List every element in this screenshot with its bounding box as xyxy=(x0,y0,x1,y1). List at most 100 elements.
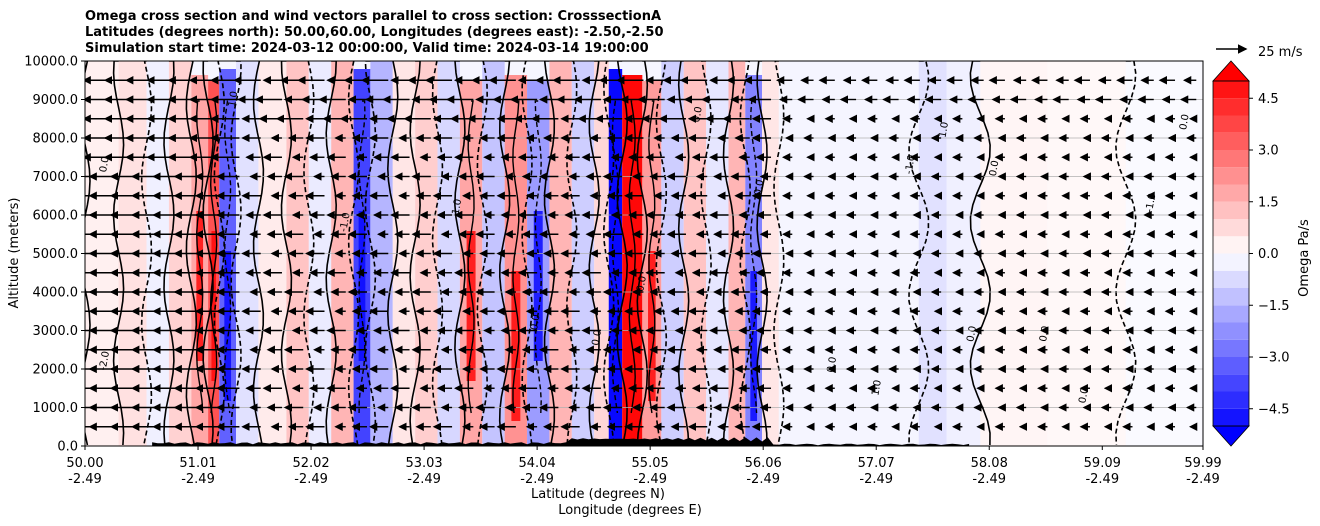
contour-line xyxy=(602,61,615,446)
x-tick-label-lat: 51.01 xyxy=(179,456,216,471)
x-tick-label-lat: 54.04 xyxy=(519,456,556,471)
omega-band-core xyxy=(358,211,366,361)
contour-line xyxy=(112,61,125,446)
colorbar-tick-label: 1.5 xyxy=(1258,195,1279,210)
x-tick-label-lon: -2.49 xyxy=(859,472,893,487)
terrain xyxy=(152,437,970,446)
contour-line xyxy=(476,61,489,446)
x-tick-label-lon: -2.49 xyxy=(1186,472,1220,487)
colorbar-segment xyxy=(1213,339,1249,357)
colorbar-segment xyxy=(1213,408,1249,426)
colorbar-segment xyxy=(1213,150,1249,168)
contour-line xyxy=(543,61,556,446)
contour-label: 0.0 xyxy=(591,329,605,347)
y-tick-label: 0.0 xyxy=(57,440,78,455)
x-axis: 50.00-2.4951.01-2.4952.02-2.4953.03-2.49… xyxy=(66,446,1222,487)
x-tick-label-lat: 50.00 xyxy=(66,456,103,471)
contour-line xyxy=(739,61,752,446)
x-tick-label-lat: 59.09 xyxy=(1084,456,1121,471)
wind-vectors xyxy=(85,76,1198,431)
y-axis-label: Altitude (meters) xyxy=(7,198,22,309)
colorbar-segment xyxy=(1213,322,1249,340)
x-tick-label-lon: -2.49 xyxy=(407,472,441,487)
colorbar-tick-label: −3.0 xyxy=(1258,351,1290,366)
colorbar-tick-label: −1.5 xyxy=(1258,299,1290,314)
colorbar-segment xyxy=(1213,374,1249,392)
contour-line xyxy=(213,61,226,446)
colorbar-segment xyxy=(1213,236,1249,254)
contour-line xyxy=(655,61,668,446)
colorbar-segment xyxy=(1213,219,1249,237)
contour-line xyxy=(431,61,444,446)
contour-label: 1.0 xyxy=(937,121,951,139)
colorbar-segment xyxy=(1213,132,1249,150)
terrain-silhouette xyxy=(152,437,970,446)
contour-label: -2.0 xyxy=(98,350,112,371)
colorbar-segment xyxy=(1213,305,1249,323)
chart-title-line-1: Omega cross section and wind vectors par… xyxy=(85,9,662,24)
colorbar-segment xyxy=(1213,98,1249,116)
chart-title-line-3: Simulation start time: 2024-03-12 00:00:… xyxy=(85,41,649,56)
y-tick-label: 5000.0 xyxy=(33,247,79,262)
x-tick-label-lat: 56.06 xyxy=(745,456,782,471)
contour-line xyxy=(230,61,242,446)
contour-line xyxy=(252,61,265,446)
contour-line xyxy=(534,100,542,414)
contour-line xyxy=(566,61,578,446)
y-tick-label: 10000.0 xyxy=(24,55,78,70)
contour-line xyxy=(358,100,366,414)
colorbar-segment xyxy=(1213,391,1249,409)
colorbar: 4.5 3.0 1.5 0.0 −1.5 −3.0 −4.5 xyxy=(1212,60,1290,447)
contour-label: -1.0 xyxy=(338,212,352,233)
colorbar-label: Omega Pa/s xyxy=(1297,219,1312,297)
y-tick-label: 4000.0 xyxy=(33,286,79,301)
colorbar-segment xyxy=(1213,270,1249,288)
omega-band-core xyxy=(224,251,232,401)
contour-line xyxy=(512,100,520,414)
x-tick-label-lon: -2.49 xyxy=(520,472,554,487)
x-tick-label-lat: 58.08 xyxy=(971,456,1008,471)
y-axis: 0.0 1000.0 2000.0 3000.0 4000.0 5000.0 6000.0 7… xyxy=(24,55,85,455)
contour-line xyxy=(648,100,656,414)
colorbar-segment xyxy=(1213,167,1249,185)
colorbar-extend-top xyxy=(1212,60,1250,82)
x-tick-label-lon: -2.49 xyxy=(294,472,328,487)
contour-line xyxy=(628,100,636,414)
colorbar-segment xyxy=(1213,115,1249,133)
contour-line xyxy=(223,100,232,414)
contour-line xyxy=(677,61,690,446)
contour-label: 0.0 xyxy=(1178,113,1192,131)
colorbar-segment xyxy=(1213,253,1249,271)
y-tick-label: 1000.0 xyxy=(33,401,79,416)
y-tick-label: 6000.0 xyxy=(33,209,79,224)
colorbar-segment xyxy=(1213,184,1249,202)
contour-line xyxy=(347,61,360,446)
contour-line xyxy=(611,100,620,414)
contour-line xyxy=(163,61,175,446)
colorbar-tick-label: −4.5 xyxy=(1258,402,1290,417)
x-tick-label-lon: -2.49 xyxy=(633,472,667,487)
contour-line xyxy=(303,61,315,446)
omega-band-core xyxy=(628,231,637,381)
y-tick-label: 7000.0 xyxy=(33,170,79,185)
x-tick-label-lat: 57.07 xyxy=(858,456,895,471)
y-tick-label: 8000.0 xyxy=(33,132,79,147)
omega-band-core xyxy=(196,211,204,361)
contour-line xyxy=(454,61,466,446)
chart-title-line-2: Latitudes (degrees north): 50.00,60.00, … xyxy=(85,25,664,40)
contour-line xyxy=(521,61,533,446)
x-tick-label-lat: 55.05 xyxy=(632,456,669,471)
vector-key-label: 25 m/s xyxy=(1258,45,1303,60)
colorbar-segment xyxy=(1213,357,1249,375)
x-tick-label-lat: 59.99 xyxy=(1184,456,1221,471)
x-tick-label-lon: -2.49 xyxy=(1085,472,1119,487)
omega-band-core xyxy=(750,271,758,421)
y-tick-label: 9000.0 xyxy=(33,93,79,108)
contour-line xyxy=(386,61,399,446)
contour-line xyxy=(280,61,293,446)
x-tick-label-lon: -2.49 xyxy=(746,472,780,487)
x-tick-label-lat: 53.03 xyxy=(405,456,442,471)
omega-band-core xyxy=(211,231,216,381)
y-tick-label: 3000.0 xyxy=(33,324,79,339)
x-tick-label-lon: -2.49 xyxy=(181,472,215,487)
